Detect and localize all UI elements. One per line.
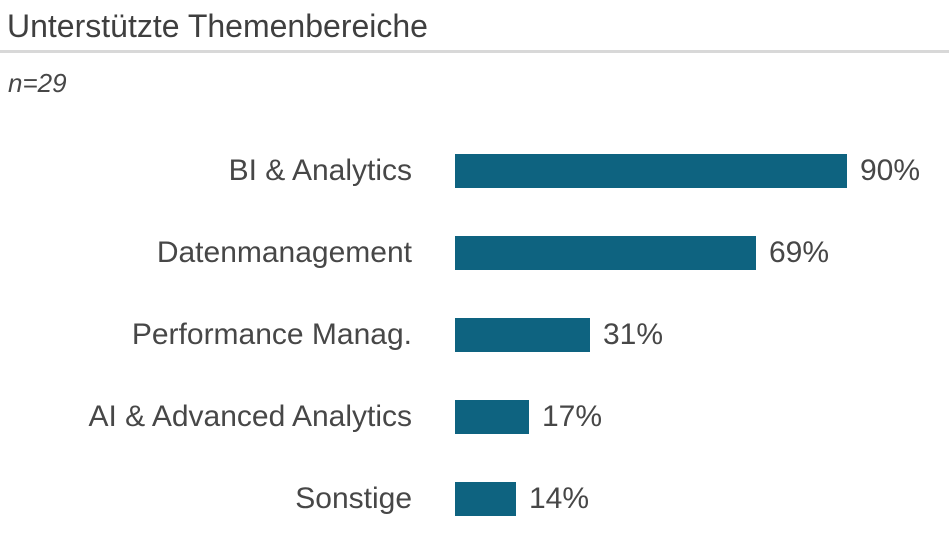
category-label: AI & Advanced Analytics	[88, 400, 412, 434]
bar-row: BI & Analytics 90%	[0, 130, 949, 212]
bar-row: Sonstige 14%	[0, 458, 949, 540]
bar-wrap: 17%	[455, 399, 603, 434]
sample-size-label: n=29	[8, 67, 67, 98]
value-label: 31%	[603, 317, 664, 351]
category-label: BI & Analytics	[228, 154, 412, 188]
bar	[455, 481, 516, 516]
chart-title: Unterstützte Themenbereiche	[7, 8, 428, 44]
value-label: 14%	[529, 481, 590, 515]
bar-wrap: 31%	[455, 317, 664, 352]
bar	[455, 235, 756, 270]
value-label: 69%	[769, 235, 830, 269]
horizontal-bar-chart: BI & Analytics 90% Datenmanagement 69% P…	[0, 130, 949, 540]
bar-row: Performance Manag. 31%	[0, 294, 949, 376]
value-label: 90%	[860, 153, 921, 187]
category-label: Datenmanagement	[156, 236, 412, 270]
category-label: Sonstige	[295, 482, 412, 516]
bar	[455, 317, 590, 352]
category-label: Performance Manag.	[131, 318, 412, 352]
bar	[455, 399, 529, 434]
bar-wrap: 90%	[455, 153, 921, 188]
title-divider	[0, 49, 949, 53]
value-label: 17%	[542, 399, 603, 433]
bar-row: Datenmanagement 69%	[0, 212, 949, 294]
bar-row: AI & Advanced Analytics 17%	[0, 376, 949, 458]
bar	[455, 153, 847, 188]
chart-page: Unterstützte Themenbereiche n=29 BI & An…	[0, 8, 949, 516]
bar-wrap: 69%	[455, 235, 830, 270]
bar-wrap: 14%	[455, 481, 590, 516]
